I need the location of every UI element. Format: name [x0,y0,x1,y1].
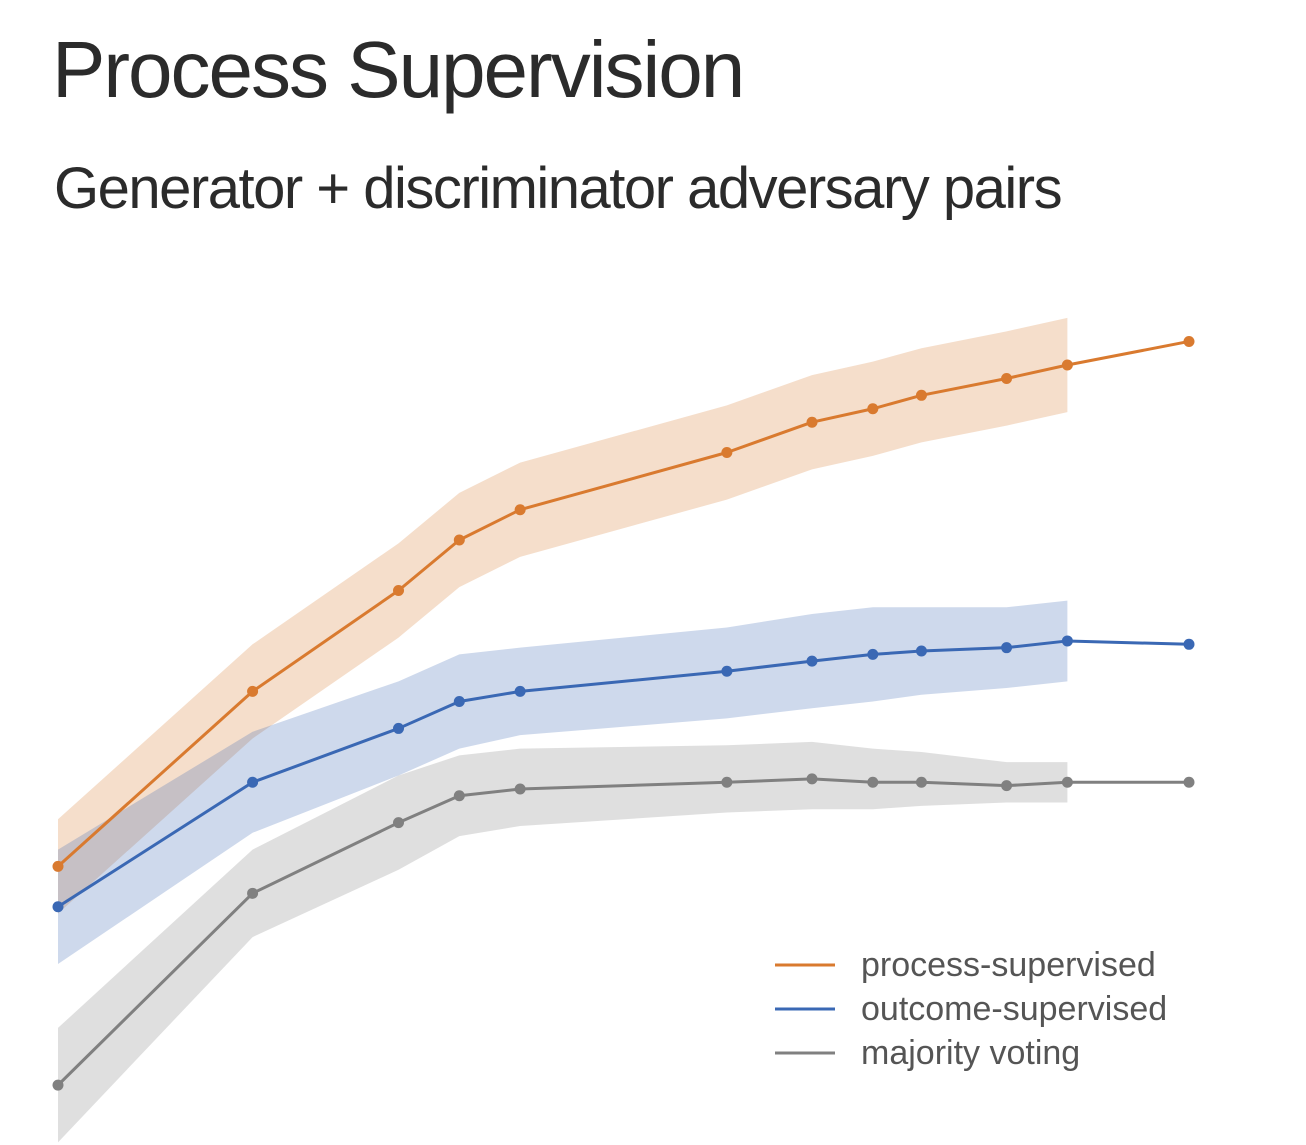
band-process-supervised [58,317,1068,914]
line-process-supervised [56,339,1191,868]
point-majority-voting-1 [247,887,259,899]
point-process-supervised-6 [806,416,818,428]
point-majority-voting-10 [1061,776,1073,788]
point-process-supervised-11 [1183,335,1195,347]
line-majority-voting [56,777,1191,1087]
point-majority-voting-8 [915,776,927,788]
point-outcome-supervised-10 [1061,635,1073,647]
point-process-supervised-9 [1001,372,1013,384]
line-outcome-supervised [56,639,1191,909]
point-outcome-supervised-7 [867,648,879,660]
point-majority-voting-7 [867,776,879,788]
point-majority-voting-0 [52,1079,64,1091]
point-outcome-supervised-2 [393,722,405,734]
point-process-supervised-7 [867,403,879,415]
point-majority-voting-11 [1183,776,1195,788]
legend-label-process-supervised: process-supervised [861,946,1156,984]
point-majority-voting-5 [721,776,733,788]
point-process-supervised-5 [721,447,733,459]
point-majority-voting-2 [393,817,405,829]
point-outcome-supervised-5 [721,665,733,677]
point-outcome-supervised-3 [453,696,465,708]
point-outcome-supervised-4 [514,685,526,697]
point-outcome-supervised-6 [806,655,818,667]
series-lines [56,339,1191,1087]
point-process-supervised-3 [453,534,465,546]
point-outcome-supervised-11 [1183,638,1195,650]
point-outcome-supervised-9 [1001,642,1013,654]
point-majority-voting-3 [453,790,465,802]
band-majority-voting [58,741,1068,1143]
point-majority-voting-4 [514,783,526,795]
point-outcome-supervised-1 [247,776,259,788]
legend-label-majority-voting: majority voting [861,1034,1080,1072]
point-process-supervised-0 [52,860,64,872]
confidence-bands [58,317,1068,1143]
page-title: Process Supervision [52,25,745,114]
point-process-supervised-2 [393,584,405,596]
point-process-supervised-4 [514,504,526,516]
data-points [52,335,1195,1091]
point-outcome-supervised-0 [52,901,64,913]
point-process-supervised-8 [915,389,927,401]
point-majority-voting-9 [1001,780,1013,792]
point-outcome-supervised-8 [915,645,927,657]
point-process-supervised-1 [247,685,259,697]
point-process-supervised-10 [1061,359,1073,371]
chart-legend: process-supervised outcome-supervised majo… [775,946,1167,1072]
page-subtitle: Generator + discriminator adversary pair… [54,156,1063,221]
legend-label-outcome-supervised: outcome-supervised [861,990,1167,1028]
point-majority-voting-6 [806,773,818,785]
band-outcome-supervised [58,600,1068,964]
